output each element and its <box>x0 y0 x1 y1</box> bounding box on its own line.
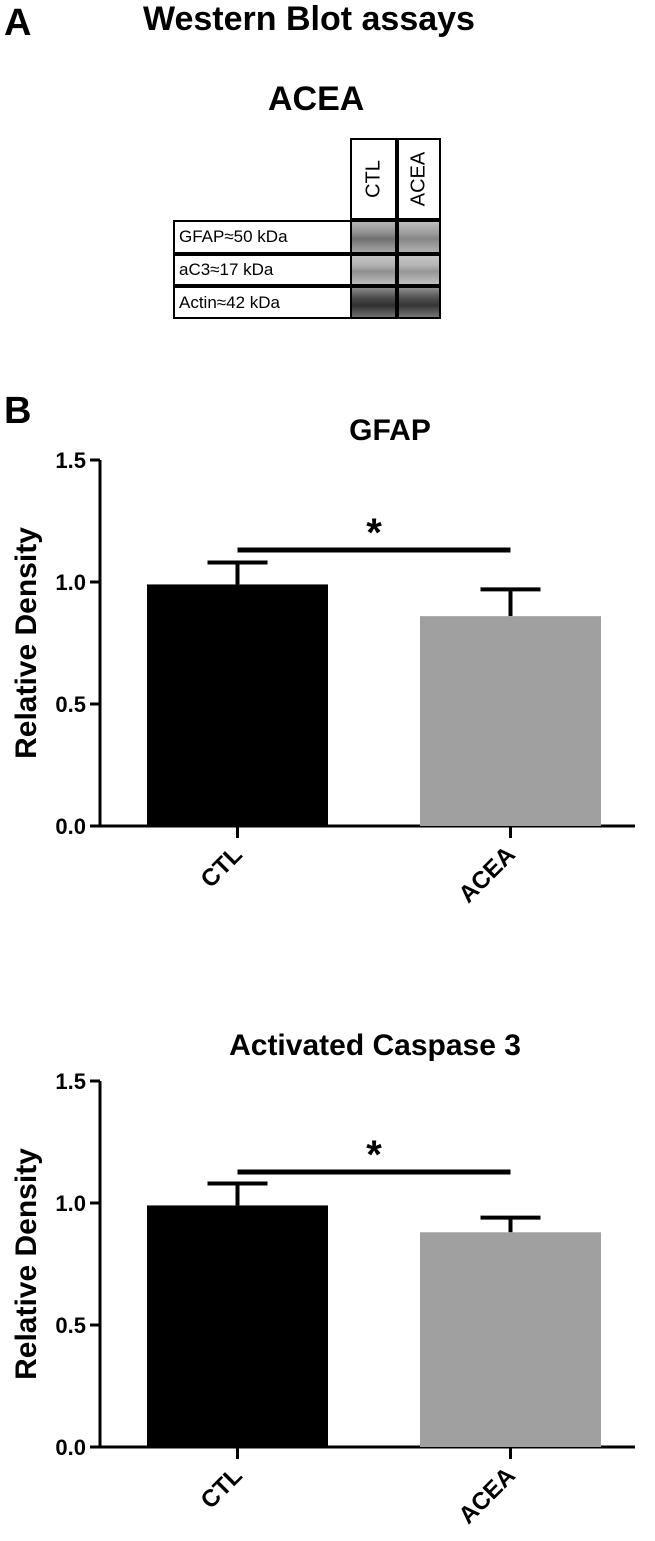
chart-title: GFAP <box>349 414 431 447</box>
western-blot-title: Western Blot assays <box>143 0 475 38</box>
bar-acea <box>420 1232 601 1447</box>
y-axis-label: Relative Density <box>10 527 43 759</box>
x-tick-label: ACEA <box>454 1462 521 1529</box>
lane-header-ctl: CTL <box>350 138 397 220</box>
band-ac3-acea <box>397 254 441 286</box>
panel-b-letter: B <box>4 390 32 432</box>
y-tick-label: 0.5 <box>55 1313 86 1338</box>
row-label-gfap: GFAP≈50 kDa <box>173 220 352 254</box>
y-tick-label: 0.0 <box>55 1435 86 1460</box>
bar-ctl <box>147 1205 328 1447</box>
band-ac3-ctl <box>350 254 397 286</box>
y-tick-label: 0.5 <box>55 692 86 717</box>
band-actin-ctl <box>350 286 397 319</box>
panel-a-letter: A <box>4 2 32 44</box>
band-gfap-acea <box>397 220 441 254</box>
chart-title: Activated Caspase 3 <box>229 1029 521 1062</box>
row-label-actin: Actin≈42 kDa <box>173 286 352 319</box>
y-tick-label: 1.5 <box>55 448 86 473</box>
bar-ctl <box>147 584 328 826</box>
chart-caspase3: Activated Caspase 3 Relative Density 0.0 0.… <box>10 1029 635 1529</box>
bar-acea <box>420 616 601 826</box>
y-tick-label: 1.0 <box>55 1191 86 1216</box>
significance-marker: * <box>366 1133 382 1177</box>
significance-marker: * <box>366 511 382 555</box>
blot-title: ACEA <box>268 80 365 118</box>
y-axis-label: Relative Density <box>10 1148 43 1380</box>
y-tick-label: 1.0 <box>55 570 86 595</box>
chart-gfap: GFAP Relative Density 0.0 0.5 1.0 1.5 CTL ACEA * <box>10 414 635 908</box>
x-tick-label: CTL <box>196 1462 248 1514</box>
band-actin-acea <box>397 286 441 319</box>
lane-label-acea: ACEA <box>407 151 430 207</box>
lane-label-ctl: CTL <box>362 160 384 198</box>
x-tick-label: CTL <box>196 841 248 893</box>
y-tick-label: 1.5 <box>55 1069 86 1094</box>
lane-header-acea: ACEA <box>397 138 441 220</box>
row-label-ac3: aC3≈17 kDa <box>173 254 352 286</box>
y-tick-label: 0.0 <box>55 814 86 839</box>
band-gfap-ctl <box>350 220 397 254</box>
x-tick-label: ACEA <box>454 841 521 908</box>
